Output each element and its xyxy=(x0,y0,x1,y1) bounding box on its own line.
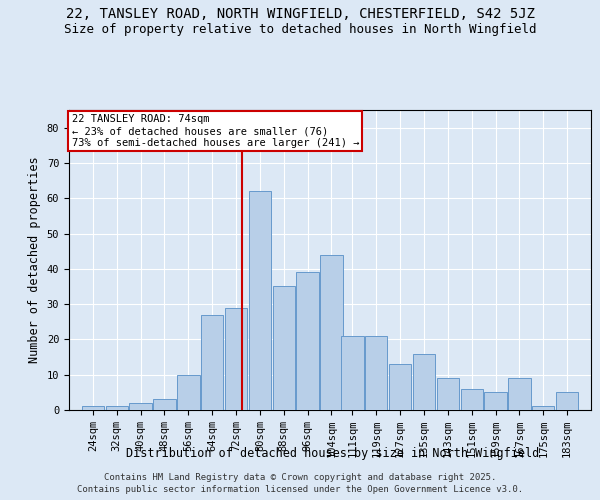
Bar xyxy=(341,336,364,410)
Bar xyxy=(320,254,343,410)
Bar xyxy=(532,406,554,410)
Bar xyxy=(461,389,483,410)
Bar xyxy=(153,400,176,410)
Bar xyxy=(508,378,530,410)
Bar xyxy=(556,392,578,410)
Bar xyxy=(106,406,128,410)
Bar xyxy=(201,314,223,410)
Bar xyxy=(365,336,388,410)
Text: 22 TANSLEY ROAD: 74sqm
← 23% of detached houses are smaller (76)
73% of semi-det: 22 TANSLEY ROAD: 74sqm ← 23% of detached… xyxy=(71,114,359,148)
Text: Distribution of detached houses by size in North Wingfield: Distribution of detached houses by size … xyxy=(127,448,539,460)
Text: Contains HM Land Registry data © Crown copyright and database right 2025.: Contains HM Land Registry data © Crown c… xyxy=(104,472,496,482)
Bar xyxy=(130,403,152,410)
Text: Contains public sector information licensed under the Open Government Licence v3: Contains public sector information licen… xyxy=(77,485,523,494)
Bar xyxy=(296,272,319,410)
Y-axis label: Number of detached properties: Number of detached properties xyxy=(28,156,41,364)
Text: Size of property relative to detached houses in North Wingfield: Size of property relative to detached ho… xyxy=(64,22,536,36)
Bar xyxy=(413,354,435,410)
Bar xyxy=(177,374,199,410)
Bar xyxy=(249,191,271,410)
Bar xyxy=(272,286,295,410)
Bar xyxy=(225,308,247,410)
Bar xyxy=(484,392,507,410)
Bar xyxy=(437,378,459,410)
Bar xyxy=(82,406,104,410)
Text: 22, TANSLEY ROAD, NORTH WINGFIELD, CHESTERFIELD, S42 5JZ: 22, TANSLEY ROAD, NORTH WINGFIELD, CHEST… xyxy=(65,8,535,22)
Bar xyxy=(389,364,411,410)
